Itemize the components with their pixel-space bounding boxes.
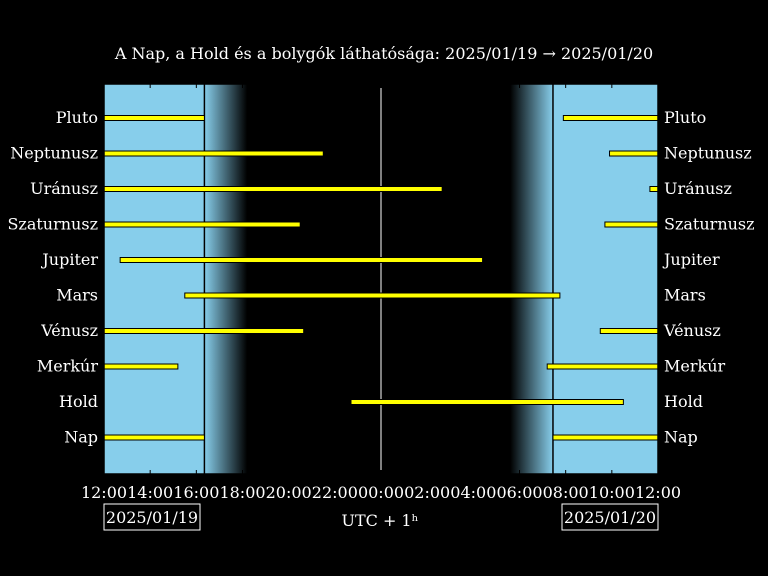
x-tick-label: 02:00 <box>404 483 450 502</box>
category-label-left: Neptunusz <box>10 144 98 163</box>
visibility-bar <box>103 221 301 228</box>
category-label-right: Hold <box>664 392 703 411</box>
visibility-bar <box>552 434 659 441</box>
category-label-right: Mars <box>664 286 706 305</box>
visibility-bar <box>103 150 324 157</box>
category-label-right: Uránusz <box>664 179 732 198</box>
category-label-right: Neptunusz <box>664 144 752 163</box>
visibility-bar <box>103 186 443 192</box>
x-tick-label: 00:00 <box>358 483 404 502</box>
category-label-left: Hold <box>59 392 98 411</box>
visibility-bar <box>350 399 624 405</box>
daylight-region <box>104 84 205 474</box>
visibility-bar <box>184 292 561 299</box>
category-label-right: Vénusz <box>663 321 721 340</box>
twilight-region <box>204 84 248 474</box>
x-tick-label: 08:00 <box>543 483 589 502</box>
category-label-left: Vénusz <box>40 321 98 340</box>
visibility-bar <box>103 115 205 121</box>
start-date-label-box <box>103 503 201 531</box>
x-tick-label: 14:00 <box>127 483 173 502</box>
visibility-bar <box>103 434 205 441</box>
x-tick-label: 12:00 <box>81 483 127 502</box>
x-tick-label: 22:00 <box>312 483 358 502</box>
daylight-region <box>552 84 658 474</box>
visibility-bar <box>604 221 659 228</box>
plot-area: Pluto Pluto Neptunusz Neptunusz Uránusz Uránu… <box>7 83 755 531</box>
category-label-right: Jupiter <box>662 250 720 269</box>
visibility-bar <box>546 363 659 370</box>
visibility-bar <box>609 150 659 157</box>
category-label-left: Szaturnusz <box>7 215 98 234</box>
chart-title: A Nap, a Hold és a bolygók láthatósága: … <box>114 44 653 63</box>
x-tick-label: 18:00 <box>219 483 265 502</box>
category-label-left: Nap <box>64 428 98 447</box>
x-tick-label: 12:00 <box>635 483 681 502</box>
x-tick-label: 16:00 <box>173 483 219 502</box>
visibility-bar <box>103 328 305 334</box>
visibility-bar <box>103 363 179 370</box>
category-label-left: Jupiter <box>40 250 98 269</box>
x-tick-label: 20:00 <box>266 483 312 502</box>
x-tick-label: 04:00 <box>450 483 496 502</box>
twilight-region <box>510 84 553 474</box>
end-date-label: 2025/01/20 <box>564 508 656 527</box>
category-label-right: Szaturnusz <box>664 215 755 234</box>
x-tick-label: 10:00 <box>589 483 635 502</box>
category-label-right: Nap <box>664 428 698 447</box>
start-date-label: 2025/01/19 <box>106 508 198 527</box>
visibility-bar <box>599 328 659 334</box>
visibility-bar <box>649 186 659 192</box>
visibility-bar <box>562 115 659 121</box>
category-label-left: Merkúr <box>37 357 99 376</box>
category-label-right: Pluto <box>664 108 706 127</box>
end-date-label-box <box>561 503 659 531</box>
x-axis-label: UTC + 1ʰ <box>341 511 418 530</box>
category-label-left: Mars <box>56 286 98 305</box>
x-tick-label: 06:00 <box>496 483 542 502</box>
category-label-right: Merkúr <box>664 357 726 376</box>
category-label-left: Uránusz <box>30 179 98 198</box>
category-label-left: Pluto <box>56 108 98 127</box>
visibility-bar <box>119 257 484 263</box>
